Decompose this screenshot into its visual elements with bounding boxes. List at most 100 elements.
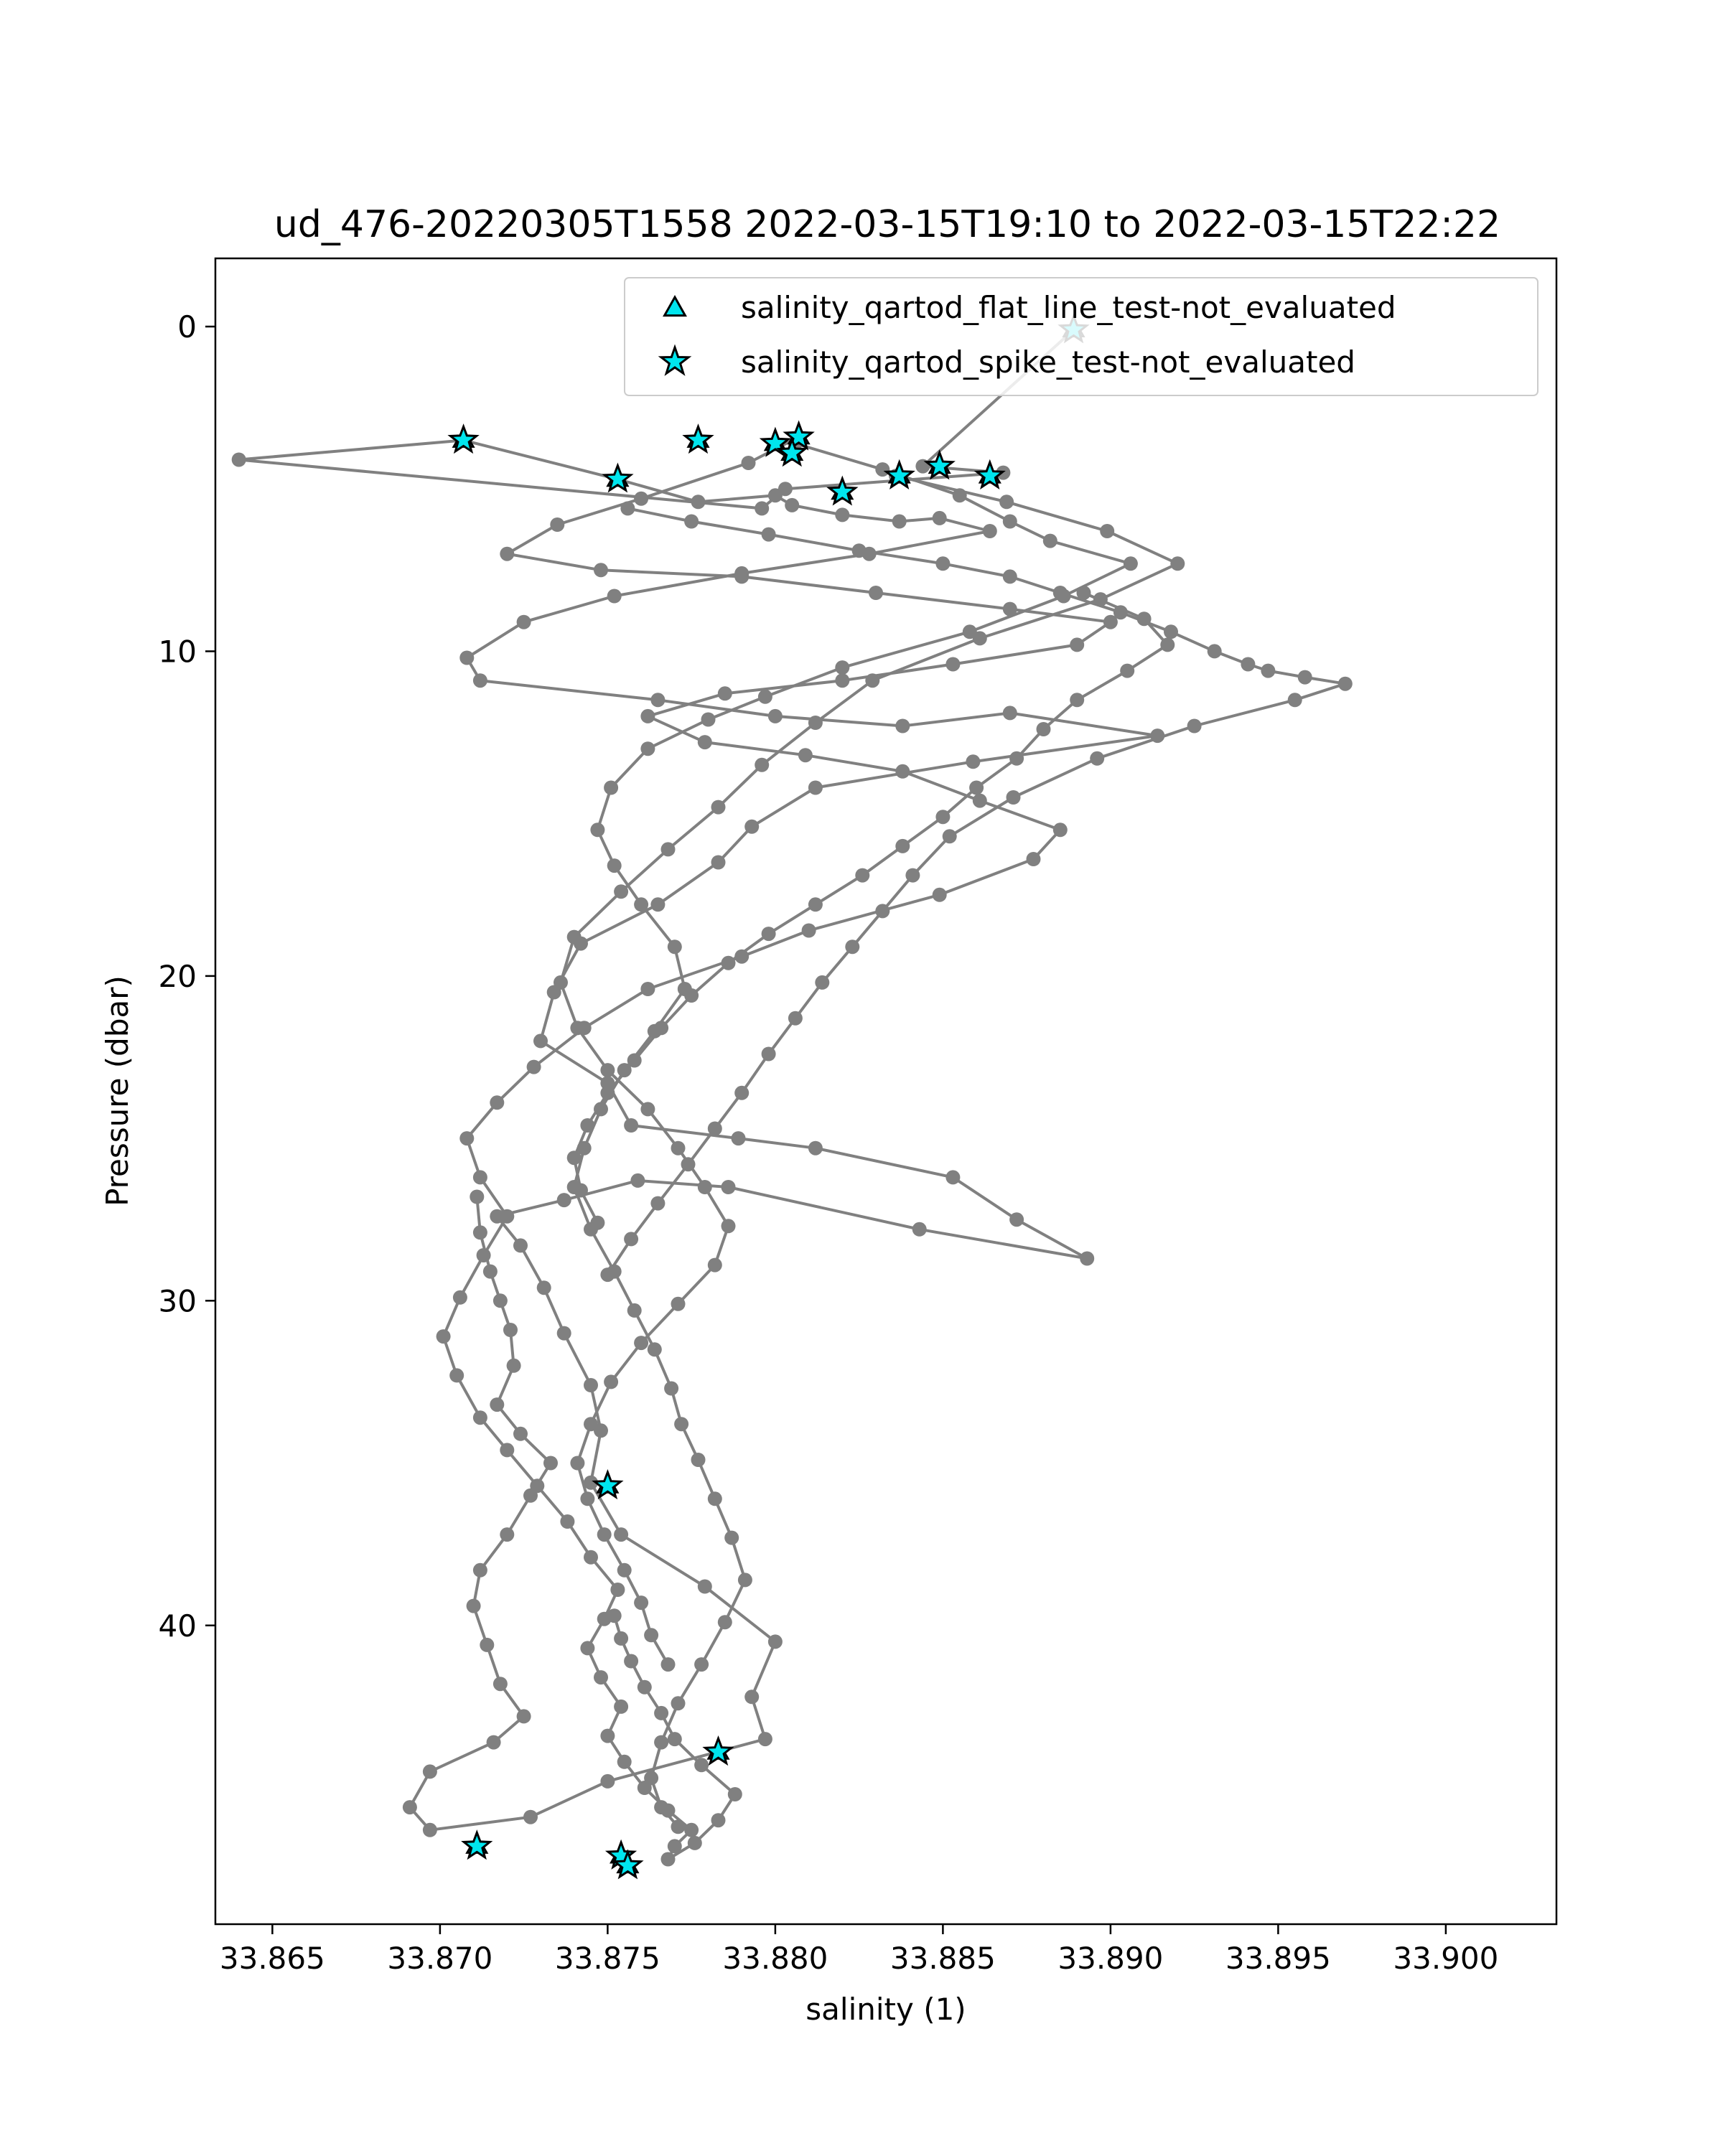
profile-point	[835, 673, 850, 688]
profile-point	[1136, 611, 1152, 627]
profile-series-4	[600, 501, 1353, 1283]
profile-point	[654, 1735, 669, 1750]
profile-point	[660, 1852, 676, 1867]
profile-point	[600, 1063, 615, 1078]
legend-triangle-icon	[663, 294, 687, 317]
legend-entry-1: salinity_qartod_flat_line_test-not_evalu…	[663, 290, 1396, 325]
profile-point	[717, 1615, 732, 1630]
x-tick-label: 33.895	[1225, 1941, 1331, 1976]
profile-point	[808, 716, 823, 730]
legend: salinity_qartod_flat_line_test-not_evalu…	[624, 277, 1538, 396]
profile-point	[1009, 1212, 1024, 1227]
profile-point	[741, 456, 756, 470]
profile-point	[785, 497, 800, 512]
profile-point	[1070, 693, 1085, 708]
profile-point	[500, 546, 515, 561]
profile-point	[640, 982, 655, 996]
profile-point	[580, 1118, 595, 1133]
profile-point	[1002, 514, 1017, 529]
profile-point	[650, 1196, 666, 1211]
spike-test-marker	[826, 475, 859, 506]
legend-box	[624, 277, 1538, 396]
profile-point	[755, 757, 770, 772]
spike-test-marker	[759, 426, 792, 457]
profile-point	[640, 741, 655, 756]
profile-point	[1009, 751, 1024, 766]
profile-point	[808, 897, 823, 912]
profile-point	[584, 1417, 598, 1432]
profile-point	[490, 1397, 505, 1412]
profile-point	[584, 1475, 598, 1490]
profile-point	[1103, 614, 1118, 629]
profile-point	[697, 1579, 712, 1594]
profile-point	[650, 897, 666, 912]
profile-point	[1337, 676, 1353, 691]
legend-star-icon	[658, 344, 692, 376]
spike-test-marker	[447, 423, 480, 454]
profile-point	[721, 1219, 736, 1234]
legend-label: salinity_qartod_spike_test-not_evaluated	[741, 345, 1355, 380]
profile-point	[1042, 533, 1057, 548]
profile-point	[640, 1102, 655, 1117]
profile-point	[516, 1709, 531, 1724]
profile-point	[556, 1193, 571, 1208]
profile-point	[550, 517, 565, 532]
profile-point	[513, 1238, 528, 1253]
profile-point	[600, 1085, 615, 1100]
profile-point	[667, 939, 682, 955]
profile-point	[627, 1303, 642, 1318]
profile-point	[694, 1758, 709, 1773]
profile-point	[500, 1209, 515, 1224]
profile-point	[681, 1157, 696, 1172]
profile-point	[1090, 751, 1105, 766]
x-tick-label: 33.890	[1057, 1941, 1163, 1976]
profile-point	[580, 1641, 595, 1656]
profile-point	[647, 1342, 662, 1357]
profile-point	[492, 1293, 508, 1308]
profile-point	[637, 1679, 652, 1695]
spike-test-marker	[973, 459, 1006, 489]
profile-point	[533, 1034, 548, 1049]
profile-point	[634, 897, 649, 912]
y-tick-label: 30	[159, 1283, 197, 1318]
profile-point	[1036, 722, 1051, 736]
profile-point	[761, 527, 776, 542]
legend-entry-2: salinity_qartod_spike_test-not_evaluated	[658, 344, 1355, 380]
profile-point	[459, 650, 475, 665]
profile-point	[594, 1670, 608, 1685]
profile-point	[630, 1173, 645, 1188]
profile-point	[580, 1491, 595, 1506]
x-tick-label: 33.885	[890, 1941, 996, 1976]
profile-series-0	[231, 322, 1165, 1837]
profile-point	[452, 1290, 467, 1305]
profile-point	[697, 735, 712, 750]
profile-point	[667, 1839, 682, 1854]
profile-point	[513, 1426, 528, 1441]
profile-point	[721, 955, 736, 970]
profile-point	[600, 1267, 615, 1283]
profile-point	[761, 1046, 776, 1061]
profile-point	[684, 988, 699, 1003]
profile-point	[932, 887, 947, 902]
profile-point	[969, 780, 984, 795]
profile-point	[895, 718, 910, 733]
profile-point	[490, 1095, 505, 1110]
profile-point	[845, 939, 860, 955]
profile-point	[570, 1021, 585, 1036]
profile-point	[536, 1280, 551, 1295]
spike-test-marker	[682, 423, 714, 454]
profile-series-5	[566, 586, 1175, 1230]
profile-point	[570, 1456, 585, 1471]
profile-point	[671, 1140, 686, 1156]
profile-point	[516, 614, 531, 629]
profile-point	[472, 1225, 487, 1240]
spike-test-marker	[883, 459, 915, 489]
profile-point	[560, 1514, 575, 1529]
profile-point	[634, 1336, 649, 1351]
profile-point	[1080, 1251, 1095, 1266]
profile-point	[472, 673, 487, 688]
profile-point	[654, 1021, 669, 1036]
profile-point	[500, 1527, 515, 1542]
profile-point	[627, 1053, 642, 1068]
